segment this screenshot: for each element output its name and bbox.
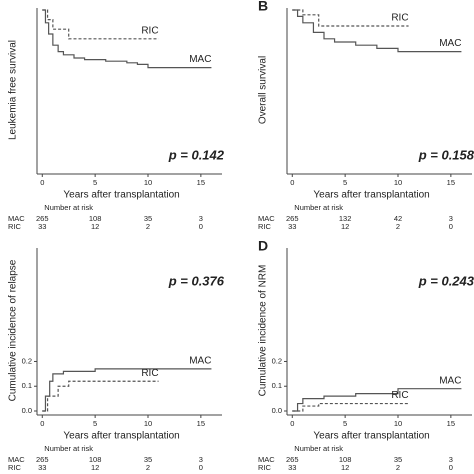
x-tick-label: 5	[93, 178, 97, 187]
survival-curve	[292, 9, 409, 27]
risk-count: 33	[38, 222, 46, 231]
risk-count: 35	[394, 455, 402, 464]
risk-count: 0	[199, 463, 203, 472]
curve-label: MAC	[189, 356, 211, 367]
risk-count: 2	[146, 222, 150, 231]
survival-curve	[42, 368, 212, 412]
risk-count: 33	[288, 463, 296, 472]
survival-curve	[292, 9, 462, 53]
risk-count: 12	[91, 463, 99, 472]
survival-curve	[292, 388, 462, 412]
risk-count: 108	[339, 455, 352, 464]
risk-title: Number at risk	[294, 444, 343, 453]
x-tick-label: 0	[40, 419, 44, 428]
p-value: p = 0.158	[418, 147, 474, 162]
panel-label: D	[258, 238, 268, 254]
risk-count: 265	[286, 455, 299, 464]
x-axis-label: Years after transplantation	[63, 190, 179, 201]
curve-label: RIC	[141, 368, 158, 379]
x-axis-label: Years after transplantation	[63, 431, 179, 442]
risk-title: Number at risk	[294, 203, 343, 212]
survival-curve	[42, 9, 159, 40]
risk-row-name: MAC	[8, 455, 25, 464]
risk-count: 12	[91, 222, 99, 231]
x-tick-label: 0	[40, 178, 44, 187]
x-tick-label: 15	[447, 178, 455, 187]
risk-title: Number at risk	[44, 444, 93, 453]
y-tick-label: 0.0	[22, 406, 32, 415]
risk-row-name: RIC	[8, 463, 22, 472]
p-value: p = 0.376	[168, 273, 225, 288]
risk-count: 0	[449, 463, 453, 472]
y-tick-label: 0.1	[22, 381, 32, 390]
x-tick-label: 0	[290, 178, 294, 187]
y-tick-label: 0.0	[272, 406, 282, 415]
p-value: p = 0.243	[418, 273, 474, 288]
curve-label: MAC	[189, 54, 211, 65]
risk-row-name: RIC	[8, 222, 22, 231]
x-tick-label: 10	[144, 419, 152, 428]
y-tick-label: 0.1	[272, 381, 282, 390]
p-value: p = 0.142	[168, 147, 225, 162]
curve-label: MAC	[439, 38, 461, 49]
risk-count: 33	[288, 222, 296, 231]
risk-count: 2	[396, 222, 400, 231]
x-tick-label: 5	[93, 419, 97, 428]
risk-count: 265	[286, 214, 299, 223]
risk-title: Number at risk	[44, 203, 93, 212]
curve-label: RIC	[391, 13, 408, 24]
y-tick-label: 0.2	[272, 356, 282, 365]
curve-label: MAC	[439, 375, 461, 386]
risk-count: 35	[144, 455, 152, 464]
x-tick-label: 15	[197, 178, 205, 187]
risk-count: 3	[199, 214, 203, 223]
risk-count: 2	[146, 463, 150, 472]
risk-count: 3	[449, 455, 453, 464]
risk-count: 42	[394, 214, 402, 223]
risk-row-name: RIC	[258, 463, 272, 472]
risk-count: 132	[339, 214, 352, 223]
risk-count: 2	[396, 463, 400, 472]
x-tick-label: 10	[394, 419, 402, 428]
x-axis-label: Years after transplantation	[313, 190, 429, 201]
risk-row-name: RIC	[258, 222, 272, 231]
x-tick-label: 10	[394, 178, 402, 187]
x-tick-label: 0	[290, 419, 294, 428]
survival-curve	[42, 9, 212, 69]
risk-count: 35	[144, 214, 152, 223]
risk-row-name: MAC	[258, 455, 275, 464]
x-axis-label: Years after transplantation	[313, 431, 429, 442]
curve-label: RIC	[391, 390, 408, 401]
risk-count: 108	[89, 455, 102, 464]
panel-label: B	[258, 0, 268, 14]
risk-count: 3	[199, 455, 203, 464]
x-tick-label: 5	[343, 419, 347, 428]
risk-count: 265	[36, 214, 49, 223]
risk-count: 12	[341, 463, 349, 472]
y-axis-label: Overall survival	[258, 56, 269, 124]
risk-count: 0	[199, 222, 203, 231]
survival-curve	[42, 380, 159, 412]
risk-count: 0	[449, 222, 453, 231]
survival-curve	[292, 402, 409, 412]
y-axis-label: Cumulative incidence of NRM	[258, 265, 269, 397]
risk-count: 265	[36, 455, 49, 464]
risk-count: 12	[341, 222, 349, 231]
risk-row-name: MAC	[258, 214, 275, 223]
curve-label: RIC	[141, 25, 158, 36]
y-axis-label: Leukemia free survival	[8, 40, 19, 140]
y-axis-label: Cumulative incidence of relapse	[8, 259, 19, 401]
x-tick-label: 15	[447, 419, 455, 428]
risk-count: 108	[89, 214, 102, 223]
x-tick-label: 5	[343, 178, 347, 187]
x-tick-label: 10	[144, 178, 152, 187]
risk-count: 3	[449, 214, 453, 223]
x-tick-label: 15	[197, 419, 205, 428]
risk-row-name: MAC	[8, 214, 25, 223]
risk-count: 33	[38, 463, 46, 472]
y-tick-label: 0.2	[22, 356, 32, 365]
